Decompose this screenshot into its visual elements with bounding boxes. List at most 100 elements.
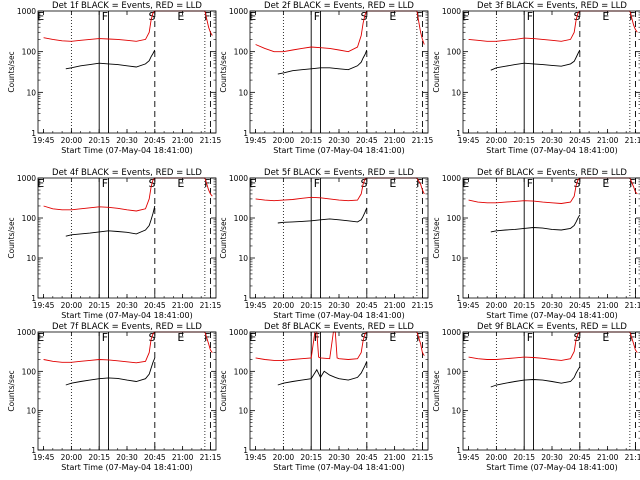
y-tick-label: 1 [243, 446, 248, 455]
x-tick-label: 21:00 [172, 301, 194, 310]
x-tick-label: 20:15 [88, 301, 110, 310]
region-label: E [389, 10, 396, 23]
x-tick-label: 21:00 [172, 453, 194, 462]
region-label: F [102, 10, 108, 23]
panel-title: Det 5f BLACK = Events, RED = LLD [264, 168, 414, 178]
y-tick-label: 1 [243, 294, 248, 303]
x-tick-label: 21:15 [625, 301, 640, 310]
x-tick-label: 21:15 [625, 453, 640, 462]
x-tick-label: 20:30 [116, 453, 138, 462]
x-tick-label: 20:30 [116, 301, 138, 310]
x-tick-label: 20:00 [273, 453, 295, 462]
y-tick-label: 1000 [229, 174, 248, 183]
x-tick-label: 21:00 [597, 301, 619, 310]
plot-frame [249, 177, 429, 299]
x-tick-label: 20:30 [328, 453, 350, 462]
series-line-events [277, 361, 368, 386]
x-tick-label: 20:45 [144, 136, 166, 145]
y-tick-label: 1000 [442, 328, 461, 337]
y-tick-label: 1000 [229, 7, 248, 16]
x-axis-label: Start Time (07-May-04 18:41:00) [61, 463, 192, 472]
series-line-lld [43, 331, 213, 364]
y-tick-label: 1000 [229, 328, 248, 337]
x-tick-label: 20:15 [88, 453, 110, 462]
panel-title: Det 8f BLACK = Events, RED = LLD [264, 322, 414, 332]
x-axis-label: Start Time (07-May-04 18:41:00) [486, 463, 617, 472]
region-label: E [602, 10, 609, 23]
region-label: E [177, 177, 184, 190]
x-tick-label: 20:30 [328, 136, 350, 145]
x-tick-label: 20:00 [61, 301, 83, 310]
y-tick-label: 1000 [17, 7, 36, 16]
y-tick-label: 10 [26, 88, 36, 97]
y-axis-label: Counts/sec [7, 370, 16, 411]
region-label: F [102, 331, 108, 344]
x-tick-label: 19:45 [458, 453, 480, 462]
region-label: E [249, 10, 256, 23]
region-label: F [204, 177, 210, 190]
x-tick-label: 21:15 [200, 136, 222, 145]
y-tick-label: 10 [238, 88, 248, 97]
series-line-lld [255, 177, 425, 202]
x-tick-label: 20:30 [541, 136, 563, 145]
y-tick-label: 10 [26, 407, 36, 416]
x-tick-label: 20:30 [541, 453, 563, 462]
panel-title: Det 1f BLACK = Events, RED = LLD [52, 1, 202, 11]
region-label: F [102, 177, 108, 190]
region-label: F [204, 331, 210, 344]
x-tick-label: 20:45 [144, 301, 166, 310]
region-label: F [416, 331, 422, 344]
x-tick-label: 21:00 [384, 453, 406, 462]
series-line-lld [255, 10, 425, 53]
y-tick-label: 1 [31, 129, 36, 138]
x-tick-label: 20:15 [513, 453, 535, 462]
series-line-events [65, 49, 156, 70]
y-axis-label: Counts/sec [219, 217, 228, 258]
x-tick-label: 19:45 [245, 453, 267, 462]
x-axis-label: Start Time (07-May-04 18:41:00) [486, 311, 617, 320]
region-label: E [462, 10, 469, 23]
region-label: E [462, 177, 469, 190]
x-tick-label: 19:45 [245, 136, 267, 145]
region-label: E [37, 10, 44, 23]
y-tick-label: 1 [456, 129, 461, 138]
x-tick-label: 21:00 [384, 136, 406, 145]
y-axis-label: Counts/sec [7, 51, 16, 92]
series-line-events [277, 207, 368, 224]
region-label: F [314, 10, 320, 23]
x-tick-label: 20:00 [273, 301, 295, 310]
x-tick-label: 21:15 [412, 136, 434, 145]
y-tick-label: 10 [451, 407, 461, 416]
x-tick-label: 19:45 [245, 301, 267, 310]
region-label: E [389, 177, 396, 190]
panel-title: Det 4f BLACK = Events, RED = LLD [52, 168, 202, 178]
x-tick-label: 19:45 [458, 136, 480, 145]
x-tick-label: 20:15 [88, 136, 110, 145]
x-tick-label: 20:45 [356, 453, 378, 462]
panel-title: Det 7f BLACK = Events, RED = LLD [52, 322, 202, 332]
region-label: S [360, 10, 367, 23]
x-tick-label: 20:30 [328, 301, 350, 310]
region-label: E [602, 177, 609, 190]
y-tick-label: 10 [238, 407, 248, 416]
y-axis-label: Counts/sec [432, 51, 441, 92]
x-tick-label: 20:45 [356, 301, 378, 310]
y-tick-label: 100 [22, 48, 37, 57]
x-tick-label: 20:15 [300, 136, 322, 145]
region-label: F [416, 177, 422, 190]
plot-frame [37, 10, 217, 134]
plot-frame [249, 331, 429, 451]
y-axis-label: Counts/sec [432, 370, 441, 411]
x-axis-label: Start Time (07-May-04 18:41:00) [61, 146, 192, 155]
x-tick-label: 20:00 [273, 136, 295, 145]
region-label: E [177, 331, 184, 344]
region-label: E [389, 331, 396, 344]
y-axis-label: Counts/sec [219, 51, 228, 92]
y-tick-label: 10 [238, 254, 248, 263]
x-axis-label: Start Time (07-May-04 18:41:00) [273, 463, 404, 472]
y-tick-label: 1 [31, 294, 36, 303]
